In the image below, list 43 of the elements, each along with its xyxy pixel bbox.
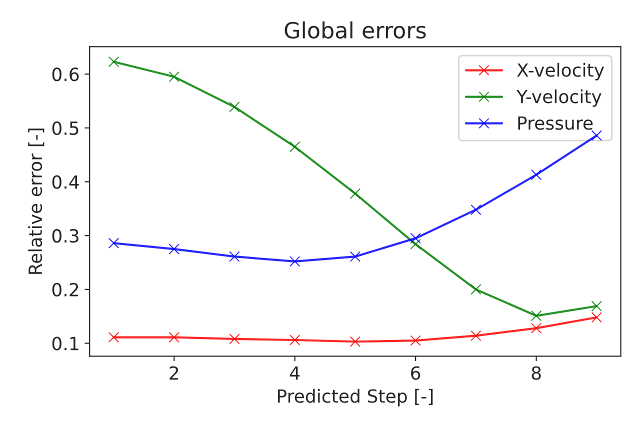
x-axis-title: Predicted Step [-]	[278, 388, 433, 406]
point	[350, 336, 361, 348]
chart-title: Global errors	[284, 21, 426, 39]
point	[470, 330, 482, 342]
y-tick-label: 0.3	[52, 229, 78, 243]
point	[350, 251, 361, 262]
point	[229, 251, 240, 262]
point	[591, 312, 602, 323]
y-tick-label: 0.2	[52, 282, 78, 297]
legend-label: X-velocity	[517, 62, 604, 80]
point	[289, 256, 300, 267]
y-tick-label: 0.6	[52, 68, 79, 82]
legend-label: Y-velocity	[516, 89, 602, 107]
x-tick-label: 6	[411, 366, 420, 380]
point	[289, 334, 300, 346]
point	[168, 71, 180, 82]
x-tick-label: 4	[290, 366, 300, 380]
point	[591, 130, 602, 141]
point	[229, 334, 240, 344]
point	[410, 335, 421, 346]
y-tick-label: 0.5	[52, 121, 78, 136]
point	[410, 232, 421, 244]
point	[530, 310, 542, 322]
point	[591, 300, 602, 312]
x-tick-label: 8	[532, 366, 541, 380]
legend-label: Pressure	[518, 116, 593, 130]
point	[289, 141, 300, 152]
point	[229, 102, 240, 112]
y-axis-title: Relative error [-]	[28, 128, 44, 274]
y-tick-label: 0.4	[52, 175, 79, 189]
point	[410, 238, 421, 250]
point	[350, 188, 361, 199]
point	[470, 284, 482, 295]
point	[530, 169, 542, 180]
y-tick-label: 0.1	[52, 336, 78, 350]
point	[108, 56, 120, 68]
point	[108, 332, 120, 343]
point	[470, 204, 482, 216]
point	[108, 238, 120, 248]
point	[530, 322, 542, 334]
point	[168, 332, 180, 343]
x-tick-label: 2	[170, 366, 178, 380]
point	[168, 244, 180, 254]
